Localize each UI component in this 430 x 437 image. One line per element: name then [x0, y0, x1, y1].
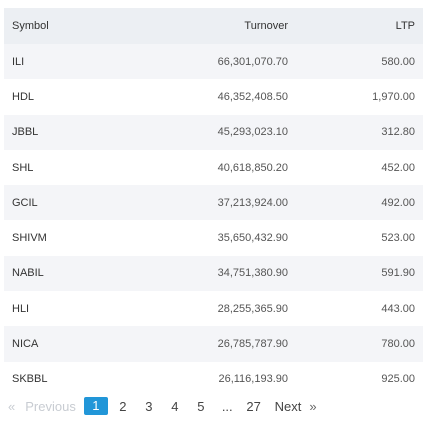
table-row: ILI 66,301,070.70 580.00: [4, 44, 423, 80]
page-1-button[interactable]: 1: [83, 397, 108, 415]
next-page-button[interactable]: Next »: [275, 399, 317, 414]
table-row: JBBL 45,293,023.10 312.80: [4, 114, 423, 150]
cell-symbol: NABIL: [12, 267, 44, 280]
cell-turnover: 45,293,023.10: [217, 126, 288, 139]
pagination: « Previous 1 2 3 4 5 ... 27 Next »: [8, 397, 317, 415]
double-chevron-left-icon: «: [8, 398, 16, 414]
cell-symbol: SHIVM: [12, 232, 47, 245]
pagination-ellipsis: ...: [221, 398, 233, 414]
table-row: NICA 26,785,787.90 780.00: [4, 326, 423, 362]
page-3-button[interactable]: 3: [145, 398, 153, 414]
cell-symbol: HDL: [12, 90, 35, 103]
cell-symbol: HLI: [12, 302, 30, 315]
table-row: SHIVM 35,650,432.90 523.00: [4, 220, 423, 256]
column-header-symbol[interactable]: Symbol: [12, 20, 49, 32]
cell-symbol: GCIL: [12, 196, 38, 209]
table-row: SKBBL 26,116,193.90 925.00: [4, 361, 423, 397]
cell-symbol: NICA: [12, 338, 39, 351]
table-row: HLI 28,255,365.90 443.00: [4, 291, 423, 327]
table-row: SHL 40,618,850.20 452.00: [4, 149, 423, 186]
turnover-table-container: Symbol Turnover LTP ILI 66,301,070.70 58…: [4, 8, 423, 397]
table-header-row: Symbol Turnover LTP: [4, 8, 423, 44]
cell-turnover: 26,785,787.90: [217, 338, 288, 351]
cell-turnover: 35,650,432.90: [217, 232, 288, 245]
page-4-button[interactable]: 4: [171, 398, 179, 414]
turnover-table: Symbol Turnover LTP ILI 66,301,070.70 58…: [4, 8, 423, 397]
cell-ltp: 492.00: [381, 196, 415, 209]
cell-turnover: 34,751,380.90: [217, 267, 288, 280]
cell-turnover: 28,255,365.90: [217, 302, 288, 315]
cell-turnover: 66,301,070.70: [217, 55, 288, 68]
table-row: HDL 46,352,408.50 1,970.00: [4, 79, 423, 115]
cell-symbol: SHL: [12, 161, 34, 174]
cell-ltp: 1,970.00: [372, 90, 415, 103]
page-2-button[interactable]: 2: [119, 398, 127, 414]
next-label: Next: [274, 398, 302, 414]
previous-page-button: « Previous: [8, 399, 76, 414]
cell-ltp: 780.00: [381, 338, 415, 351]
cell-ltp: 523.00: [381, 232, 415, 245]
cell-turnover: 37,213,924.00: [217, 196, 288, 209]
column-header-ltp[interactable]: LTP: [395, 20, 415, 32]
table-row: NABIL 34,751,380.90 591.90: [4, 255, 423, 292]
cell-turnover: 40,618,850.20: [217, 161, 288, 174]
cell-ltp: 580.00: [381, 55, 415, 68]
page-5-button[interactable]: 5: [197, 398, 205, 414]
page-last-button[interactable]: 27: [246, 398, 261, 414]
double-chevron-right-icon: »: [309, 398, 317, 414]
cell-symbol: JBBL: [12, 126, 39, 139]
cell-turnover: 46,352,408.50: [217, 90, 288, 103]
table-row: GCIL 37,213,924.00 492.00: [4, 185, 423, 221]
cell-ltp: 312.80: [381, 126, 415, 139]
column-header-turnover[interactable]: Turnover: [244, 20, 288, 32]
previous-label: Previous: [25, 398, 76, 414]
cell-ltp: 925.00: [381, 373, 415, 386]
cell-ltp: 591.90: [381, 267, 415, 280]
cell-symbol: ILI: [12, 55, 25, 68]
cell-ltp: 452.00: [381, 161, 415, 174]
cell-turnover: 26,116,193.90: [218, 373, 288, 386]
cell-symbol: SKBBL: [12, 373, 48, 386]
cell-ltp: 443.00: [381, 302, 415, 315]
